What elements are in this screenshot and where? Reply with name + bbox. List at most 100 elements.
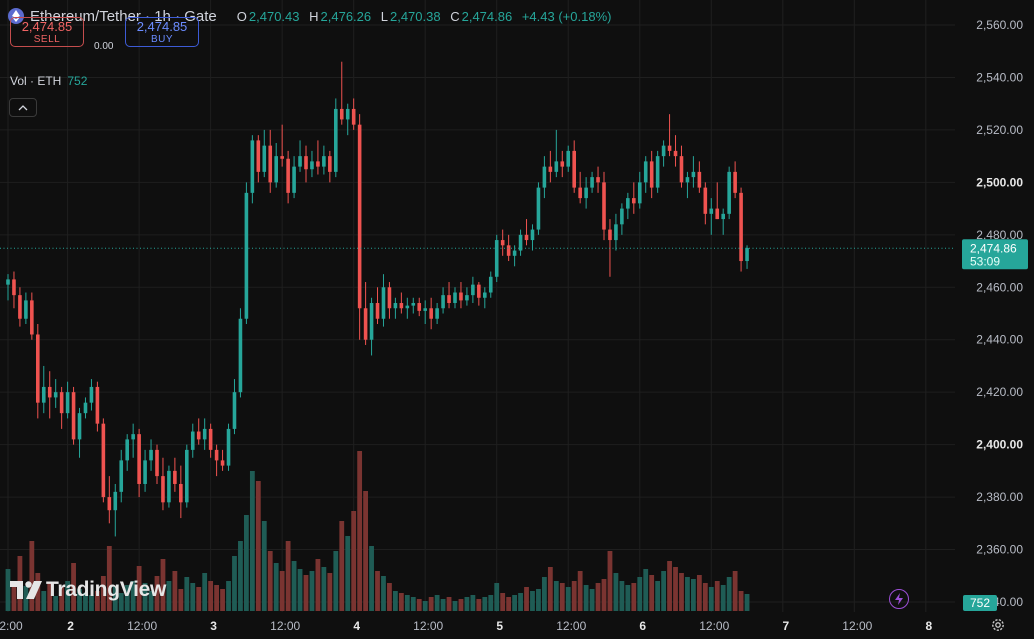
candle-body (536, 187, 541, 230)
buy-button[interactable]: 2,474.85 BUY (125, 17, 199, 47)
volume-bar (244, 515, 249, 611)
volume-bar (601, 579, 607, 611)
volume-bar (458, 599, 464, 611)
x-axis-tick-label: 12:00 (699, 619, 729, 633)
candle-body (697, 171, 702, 188)
volume-bar (691, 579, 696, 611)
volume-bar (285, 541, 291, 611)
y-axis-tick-label: 2,460.00 (976, 280, 1023, 294)
candle-body (280, 156, 284, 159)
x-axis-tick-label: 7 (782, 619, 789, 633)
volume-bar (5, 569, 11, 611)
candle-body (560, 161, 565, 167)
volume-bar (184, 577, 190, 611)
volume-bar (536, 589, 541, 611)
volume-bar (685, 577, 690, 611)
volume-bar (339, 521, 345, 611)
candle-body (256, 140, 261, 172)
tradingview-logo[interactable]: TradingView (10, 578, 166, 602)
candle-body (101, 423, 106, 498)
volume-bar (464, 597, 470, 611)
symbol-title[interactable]: Ethereum/Tether · 1h · Gate (30, 7, 217, 25)
volume-bar (512, 595, 517, 611)
candle-body (36, 334, 40, 403)
candle-body (488, 276, 493, 293)
candle-body (727, 171, 731, 214)
high-value: 2,476.26 (320, 8, 372, 24)
sell-button[interactable]: 2,474.85 SELL (10, 17, 84, 47)
volume-bar (673, 567, 678, 611)
y-axis-tick-label: 2,540.00 (976, 70, 1023, 84)
candle-body (107, 497, 112, 511)
volume-bar (637, 577, 643, 611)
tradingview-logo-text: TradingView (46, 578, 167, 601)
candle-body (721, 213, 725, 220)
candle-body (328, 156, 332, 172)
candle-body (661, 145, 666, 157)
candle-body (626, 198, 630, 209)
volume-bar (667, 561, 672, 611)
volume-bar (631, 583, 637, 611)
candle-body (53, 392, 58, 398)
y-axis-tick-label: 2,440.00 (976, 333, 1023, 347)
gear-icon[interactable] (990, 617, 1006, 633)
volume-bar (607, 551, 613, 611)
volume-bar (35, 573, 41, 611)
candle-body (232, 392, 237, 429)
candle-body (649, 161, 654, 188)
candle-body (506, 245, 511, 256)
collapse-legend-button[interactable] (9, 98, 37, 117)
volume-legend[interactable]: Vol · ETH 752 (10, 74, 87, 88)
open-label: O (236, 8, 247, 24)
volume-bar (83, 593, 88, 611)
candle-body (292, 166, 296, 193)
volume-bar (440, 599, 446, 611)
volume-bar (29, 541, 35, 611)
candle-body (125, 439, 129, 461)
candle-body (429, 308, 433, 319)
candle-body (113, 491, 118, 511)
candle-body (590, 177, 594, 188)
volume-bar (321, 567, 327, 611)
volume-bar (744, 594, 750, 611)
candle-body (715, 208, 720, 220)
candle-body (316, 161, 320, 167)
volume-bar (255, 481, 261, 611)
last-price-tag (962, 239, 1028, 270)
candle-body (196, 431, 201, 440)
candle-body (572, 150, 576, 188)
candle-body (483, 292, 487, 298)
replay-button[interactable] (889, 589, 909, 609)
candle-body (137, 434, 141, 484)
candle-body (733, 171, 737, 193)
volume-bar (297, 569, 303, 611)
volume-bar (696, 575, 702, 611)
volume-bar (381, 576, 386, 611)
volume-bar (279, 571, 285, 611)
volume-bar (595, 583, 601, 611)
x-axis-tick-label: 12:00 (556, 619, 586, 633)
candle-body (453, 292, 457, 304)
volume-bar (363, 491, 368, 611)
x-axis-tick-label: 12:00 (413, 619, 443, 633)
candle-body (614, 224, 618, 241)
candle-body (679, 156, 684, 183)
volume-tag (963, 595, 997, 611)
volume-bar (649, 575, 655, 611)
volume-bar (446, 597, 452, 611)
x-axis-tick-label: 12:00 (270, 619, 300, 633)
candle-body (637, 182, 642, 204)
candle-body (131, 434, 135, 440)
close-label: C (450, 8, 460, 24)
volume-bar (434, 595, 440, 611)
buy-label: BUY (150, 34, 174, 45)
candle-body (500, 240, 505, 246)
volume-bar (619, 581, 625, 611)
candle-body (423, 308, 427, 311)
candle-body (393, 303, 398, 309)
candle-body (298, 156, 302, 167)
volume-bar (327, 573, 333, 611)
volume-bar (65, 581, 70, 611)
candle-body (524, 234, 529, 241)
